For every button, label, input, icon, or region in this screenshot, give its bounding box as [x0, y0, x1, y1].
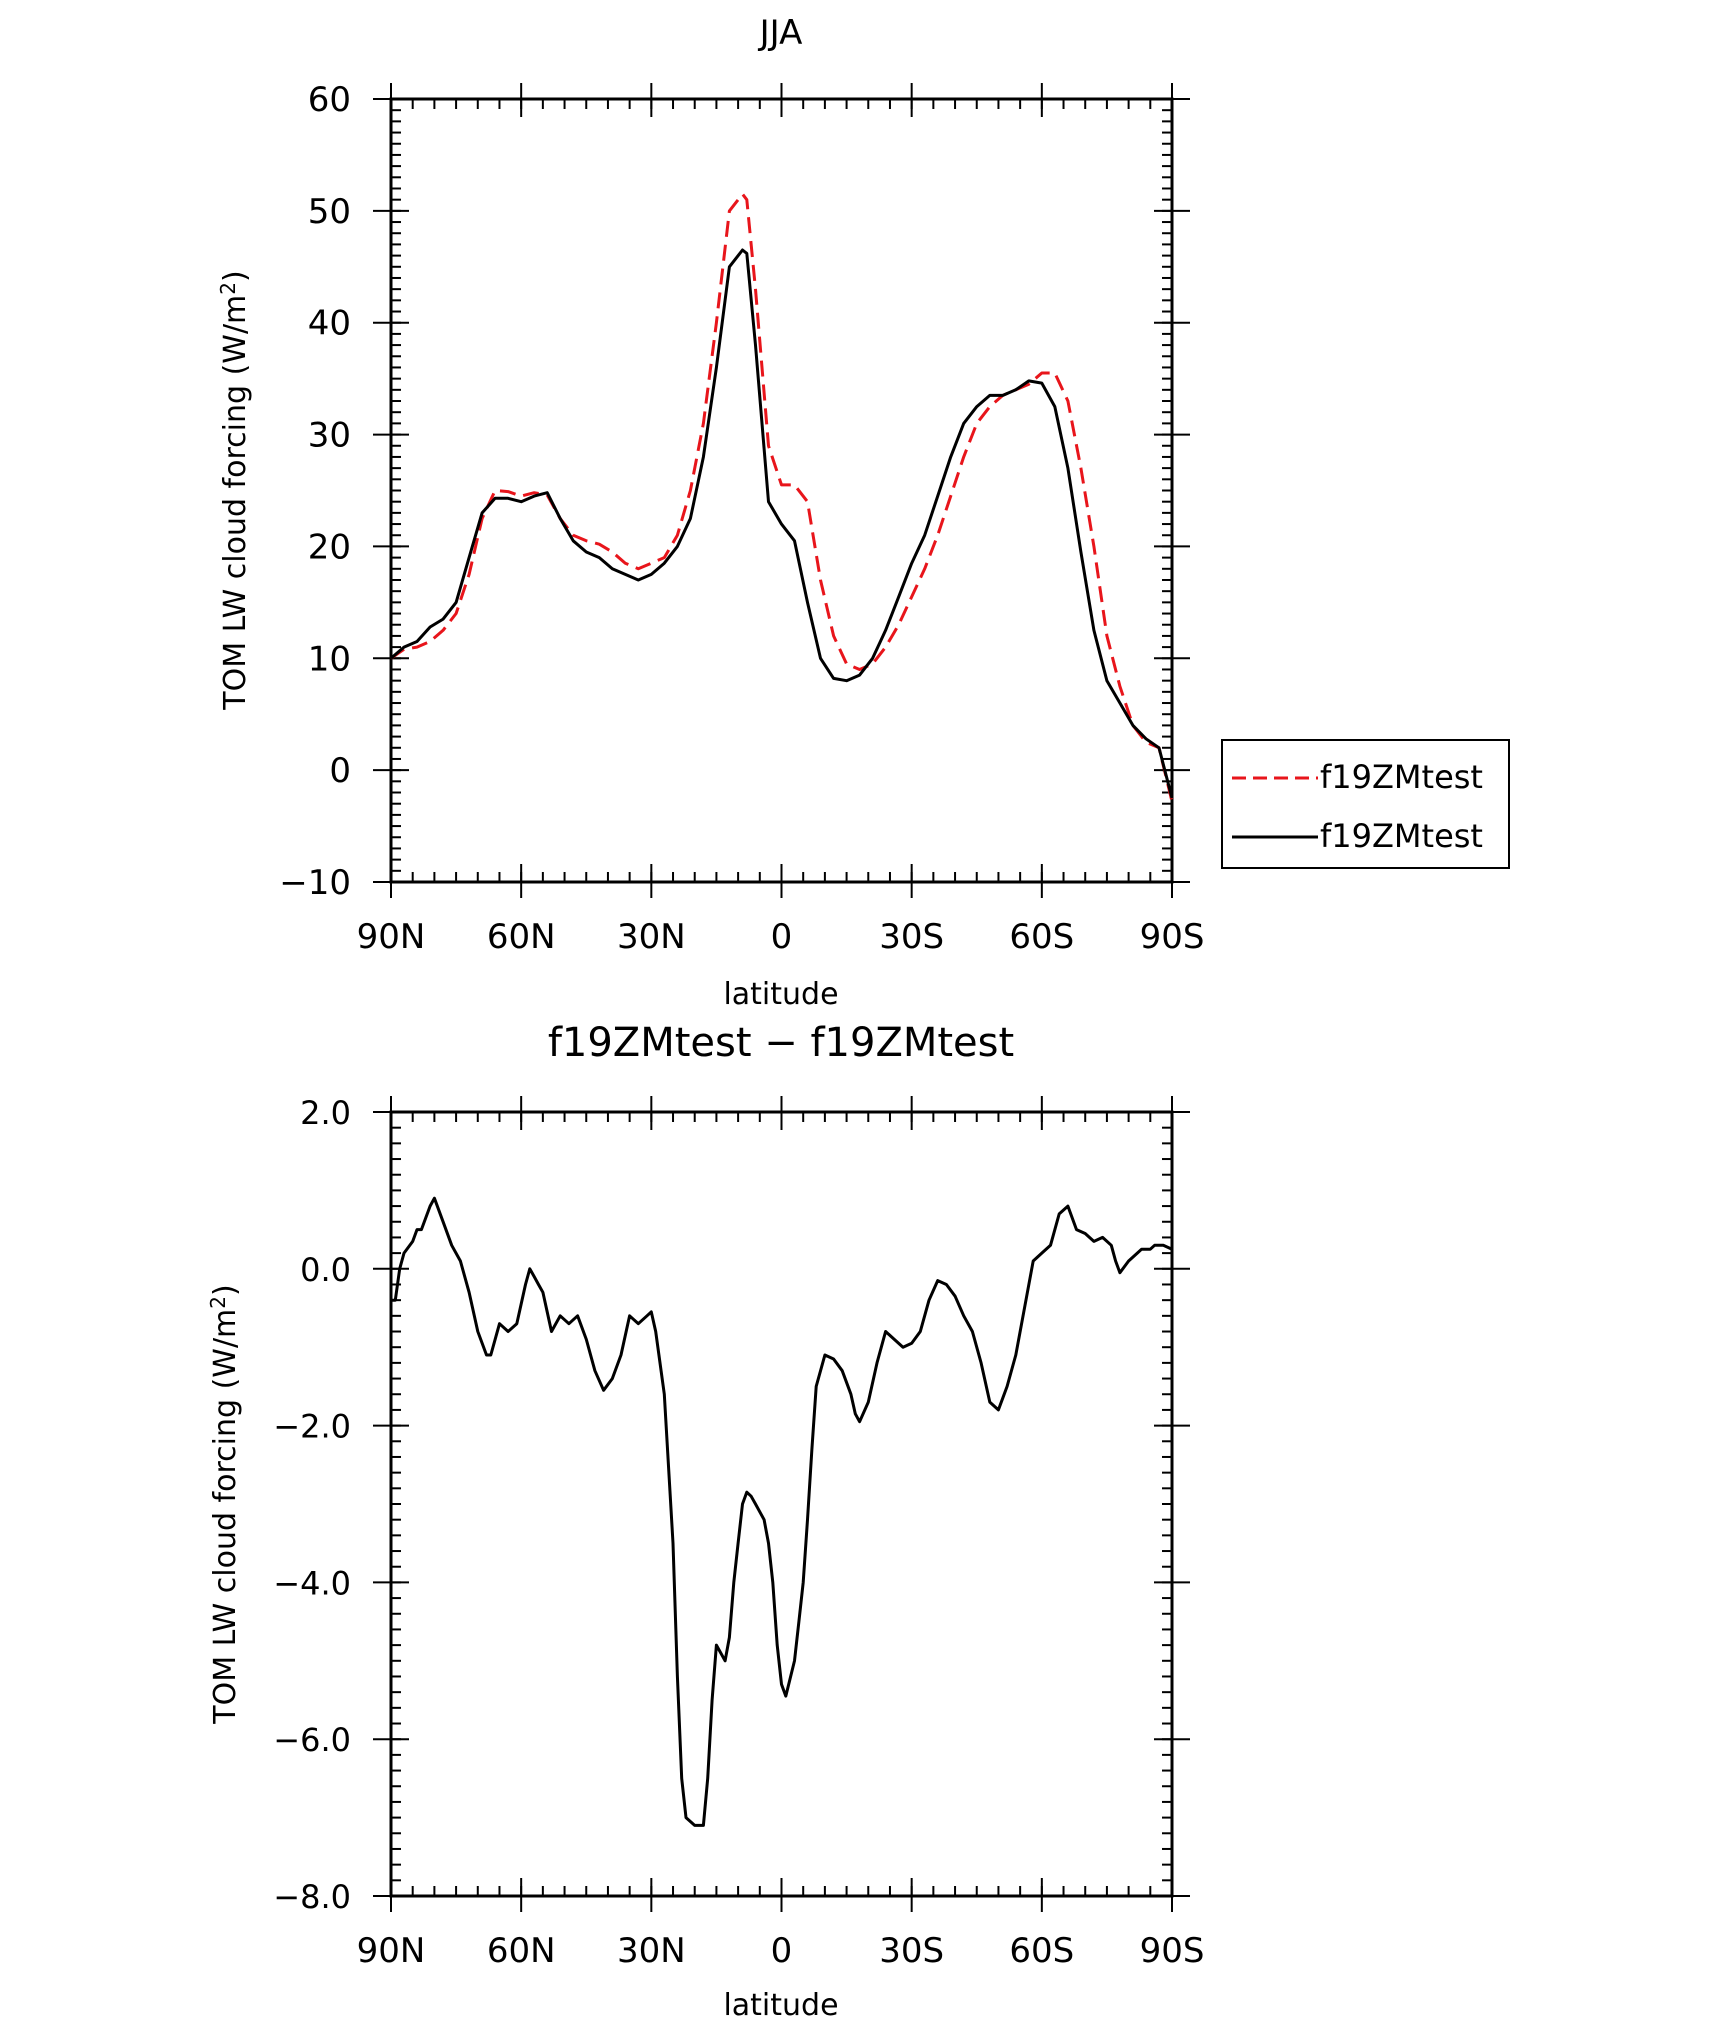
- top-y-tick-label: 10: [308, 639, 351, 679]
- bottom-ticks: [373, 1096, 1190, 1912]
- top-y-tick-label: 30: [308, 416, 351, 456]
- top-x-axis-label: latitude: [723, 977, 838, 1012]
- bottom-y-tick-label: −4.0: [273, 1564, 351, 1602]
- top-y-tick-label: −10: [279, 863, 351, 903]
- top-y-axis-label-end: ): [218, 270, 253, 282]
- bottom-tick-labels: 90N 60N 30N 0 30S 60S 90S 2.0 0.0 −2.0 −4.0 −6.0 −8.…: [273, 1094, 1204, 1971]
- top-tick-labels: 90N 60N 30N 0 30S 60S 90S 60 50 40 30 20 10 0 −10: [279, 80, 1204, 957]
- bottom-plot-frame: [389, 1110, 1174, 1898]
- top-x-tick-label: 30N: [617, 917, 686, 957]
- bottom-y-axis-label-end: ): [208, 1284, 243, 1296]
- legend-box: [1221, 739, 1510, 869]
- top-x-tick-label: 60N: [487, 917, 556, 957]
- legend-label-1: f19ZMtest: [1320, 758, 1483, 796]
- bottom-x-tick-label: 0: [771, 1931, 793, 1971]
- top-panel: JJA 90N 60N 30N 0 30S 60S 90S6050403020100−10 …: [216, 13, 1204, 1012]
- legend-label-2: f19ZMtest: [1320, 817, 1483, 855]
- top-y-tick-label: 40: [308, 304, 351, 344]
- bottom-series-line-1: [391, 1196, 1173, 1827]
- top-x-tick-label: 30S: [879, 917, 944, 957]
- bottom-x-tick-label: 60S: [1009, 1931, 1074, 1971]
- top-x-tick-label: 90S: [1140, 917, 1205, 957]
- top-x-tick-label: 90N: [357, 917, 426, 957]
- bottom-y-axis-label: TOM LW cloud forcing (W/m2): [206, 1284, 243, 1724]
- top-series-line-2: [390, 248, 1174, 799]
- bottom-x-tick-label: 90N: [357, 1931, 426, 1971]
- bottom-title: f19ZMtest − f19ZMtest: [548, 1020, 1014, 1066]
- top-title: JJA: [758, 13, 803, 53]
- bottom-y-axis-label-sup: 2: [206, 1296, 230, 1309]
- bottom-series: [391, 1196, 1173, 1827]
- bottom-x-tick-label: 90S: [1140, 1931, 1205, 1971]
- bottom-x-tick-label: 60N: [487, 1931, 556, 1971]
- bottom-x-tick-label: 30N: [617, 1931, 686, 1971]
- top-y-axis-label: TOM LW cloud forcing (W/m2): [216, 270, 253, 710]
- top-series-line-1: [390, 192, 1174, 802]
- bottom-y-tick-label: 2.0: [300, 1094, 351, 1132]
- top-x-tick-label: 0: [771, 917, 793, 957]
- bottom-y-tick-label: −8.0: [273, 1878, 351, 1916]
- bottom-x-axis-label: latitude: [723, 1988, 838, 2021]
- top-y-tick-label: 0: [329, 751, 351, 791]
- legend: f19ZMtest f19ZMtest: [1221, 739, 1510, 869]
- top-series: [390, 192, 1174, 802]
- bottom-y-tick-label: 0.0: [300, 1251, 351, 1289]
- top-y-tick-label: 60: [308, 80, 351, 120]
- bottom-y-tick-label: −6.0: [273, 1721, 351, 1759]
- top-x-tick-label: 60S: [1009, 917, 1074, 957]
- bottom-panel: f19ZMtest − f19ZMtest 90N 60N 30N 0 30S 60S 90…: [206, 1020, 1204, 2021]
- top-y-tick-label: 50: [308, 192, 351, 232]
- bottom-y-tick-label: −2.0: [273, 1408, 351, 1446]
- bottom-y-axis-label-text: TOM LW cloud forcing (W/m: [208, 1309, 243, 1725]
- top-y-tick-label: 20: [308, 527, 351, 567]
- top-y-axis-label-text: TOM LW cloud forcing (W/m: [218, 295, 253, 711]
- top-ticks: [373, 83, 1190, 898]
- bottom-x-tick-label: 30S: [879, 1931, 944, 1971]
- top-plot-frame: [389, 97, 1174, 884]
- top-y-axis-label-sup: 2: [216, 282, 240, 295]
